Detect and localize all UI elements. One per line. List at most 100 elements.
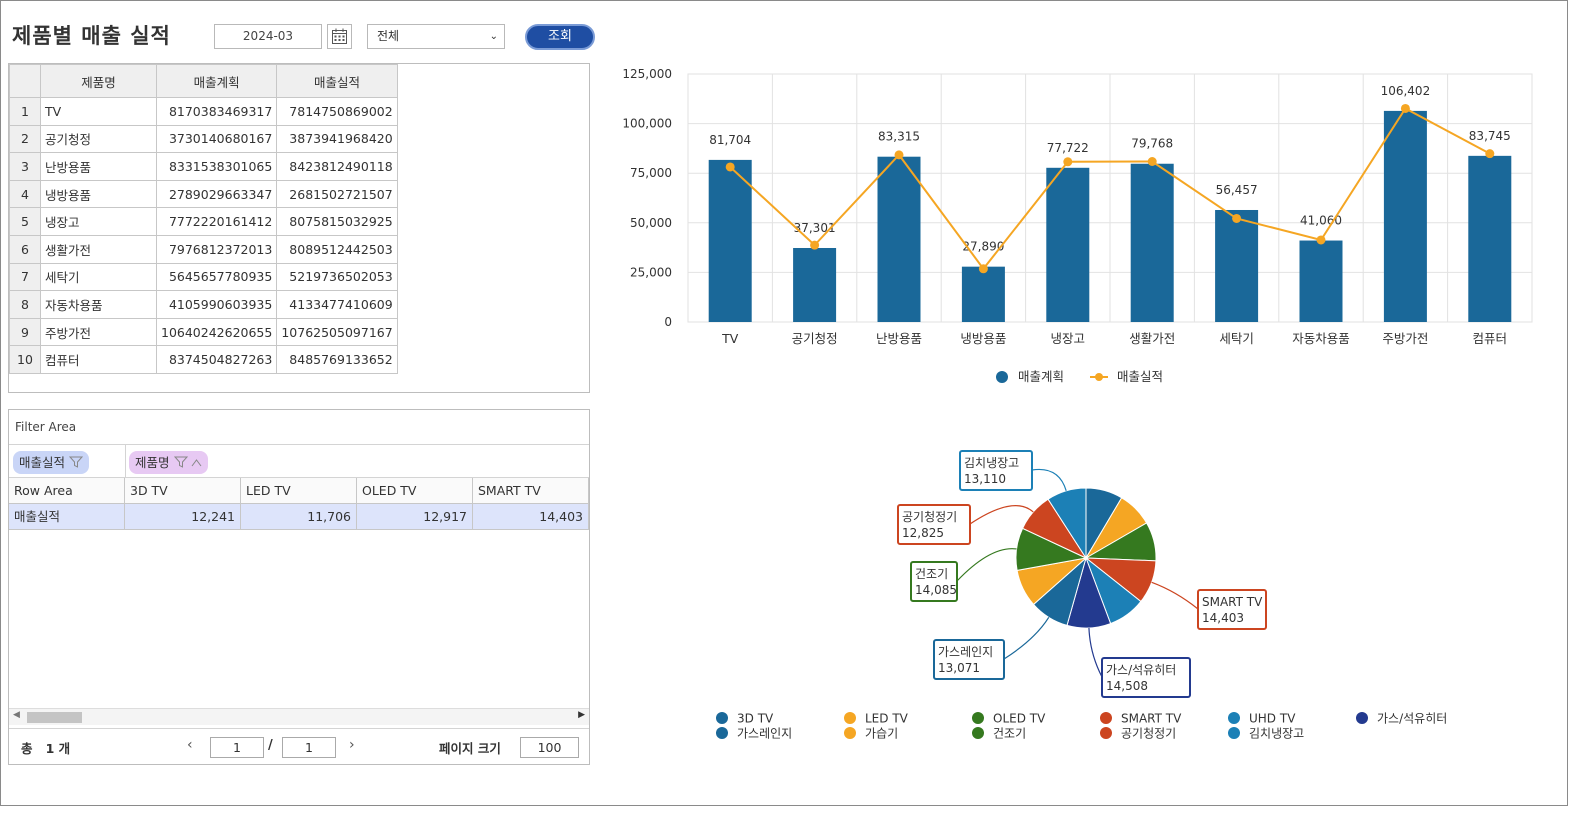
value-field-pill[interactable]: 매출실적: [13, 451, 89, 474]
cell-actual: 3873941968420: [276, 124, 398, 154]
callout-box: [933, 639, 1005, 680]
grid-row[interactable]: 4 냉방용품 2789029663347 2681502721507: [9, 179, 398, 209]
grid-row[interactable]: 8 자동차용품 4105990603935 4133477410609: [9, 290, 398, 319]
product-grid: 제품명 매출계획 매출실적 1 TV 8170383469317 7814750869…: [9, 64, 398, 374]
cell-plan: 7976812372013: [155, 234, 278, 264]
sort-up-icon[interactable]: [191, 458, 202, 468]
filter-icon[interactable]: [68, 456, 84, 468]
prev-page-icon[interactable]: ‹: [187, 737, 193, 753]
legend-label-plan: 매출계획: [1018, 369, 1064, 384]
x-tick-label: 세탁기: [1219, 331, 1254, 346]
callout-value: 14,403: [1202, 611, 1244, 625]
grid-row[interactable]: 9 주방가전 10640242620655 10762505097167: [9, 317, 398, 347]
row-number: 5: [9, 207, 41, 236]
cell-product-name: 냉방용품: [40, 179, 157, 209]
product-pie-chart: SMART TV 14,403 가스/석유히터 14,508 가스레인지 13,071 건조…: [716, 450, 1447, 741]
legend-label: 김치냉장고: [1249, 727, 1304, 741]
category-select[interactable]: 전체 ⌄: [367, 24, 505, 49]
bar-data-label: 37,301: [794, 221, 836, 235]
callout-name: 건조기: [915, 567, 948, 581]
next-page-icon[interactable]: ›: [349, 737, 355, 753]
x-tick-label: 컴퓨터: [1473, 331, 1508, 346]
pivot-column-header[interactable]: LED TV: [241, 478, 357, 504]
x-tick-label: 자동차용품: [1292, 331, 1350, 346]
cell-plan: 3730140680167: [155, 124, 278, 154]
bar-data-label: 79,768: [1131, 137, 1173, 151]
current-page-input[interactable]: 1: [210, 737, 264, 758]
column-header-name[interactable]: 제품명: [40, 64, 157, 98]
cell-product-name: 생활가전: [40, 234, 157, 264]
row-number: 6: [9, 234, 41, 264]
bar-plan: [1046, 167, 1090, 322]
pivot-field-row: 매출실적 제품명: [9, 445, 589, 478]
chevron-down-icon: ⌄: [489, 31, 498, 42]
callout-value: 14,085: [915, 583, 957, 597]
grid-row[interactable]: 2 공기청정 3730140680167 3873941968420: [9, 124, 398, 154]
grid-body: 1 TV 8170383469317 7814750869002 2 공기청정 373014…: [9, 97, 398, 374]
legend-label-actual: 매출실적: [1117, 369, 1163, 384]
grid-row[interactable]: 6 생활가전 7976812372013 8089512442503: [9, 234, 398, 264]
x-tick-label: 공기청정: [792, 331, 838, 346]
product-grid-panel: 제품명 매출계획 매출실적 1 TV 8170383469317 7814750869…: [8, 63, 590, 393]
month-input[interactable]: 2024-03: [214, 24, 322, 49]
total-count-value: 1 개: [45, 741, 71, 756]
legend-marker: [716, 712, 728, 724]
callout-box: [1101, 657, 1191, 698]
legend-marker: [1228, 712, 1240, 724]
column-field-pill[interactable]: 제품명: [129, 451, 209, 474]
line-point: [1232, 213, 1242, 223]
legend-marker: [972, 727, 984, 739]
search-button[interactable]: 조회: [525, 24, 595, 50]
pivot-panel: Filter Area 매출실적 제품명 Row Area 3D TV LED …: [8, 409, 590, 765]
bar-data-label: 106,402: [1381, 84, 1431, 98]
cell-plan: 8170383469317: [155, 97, 278, 126]
legend-label: 가스레인지: [737, 727, 792, 741]
callout-box: [897, 504, 971, 545]
cell-product-name: 냉장고: [40, 207, 157, 236]
callout-leader: [1151, 581, 1199, 610]
cell-product-name: 자동차용품: [40, 290, 157, 319]
scrollbar-thumb[interactable]: [27, 712, 82, 723]
cell-actual: 8485769133652: [276, 345, 398, 374]
pivot-column-header[interactable]: SMART TV: [473, 478, 589, 504]
bar-data-label: 83,315: [878, 130, 920, 144]
bar-plan: [961, 266, 1005, 322]
y-tick-label: 0: [664, 315, 672, 329]
total-prefix: 총: [21, 741, 33, 756]
pivot-header-row: Row Area 3D TV LED TV OLED TV SMART TV: [9, 478, 589, 504]
cell-plan: 8374504827263: [155, 345, 278, 374]
grid-row[interactable]: 10 컴퓨터 8374504827263 8485769133652: [9, 345, 398, 374]
pivot-cell: 11,706: [241, 504, 357, 530]
grid-row[interactable]: 3 난방용품 8331538301065 8423812490118: [9, 152, 398, 181]
grid-row[interactable]: 5 냉장고 7772220161412 8075815032925: [9, 207, 398, 236]
bar-data-label: 27,890: [962, 240, 1004, 254]
calendar-button[interactable]: [327, 24, 352, 49]
pivot-column-header[interactable]: 3D TV: [125, 478, 241, 504]
column-header-actual[interactable]: 매출실적: [276, 64, 398, 98]
scroll-right-icon[interactable]: ▶: [578, 710, 585, 720]
callout-name: 가스레인지: [938, 645, 993, 659]
cell-actual: 2681502721507: [276, 179, 398, 209]
line-point: [1147, 157, 1157, 167]
cell-actual: 4133477410609: [276, 290, 398, 319]
row-number-header: [9, 64, 41, 98]
callout-box: [910, 561, 958, 602]
column-header-plan[interactable]: 매출계획: [155, 64, 278, 98]
horizontal-scrollbar[interactable]: ◀ ▶: [9, 708, 589, 725]
filter-icon[interactable]: [173, 456, 188, 468]
grid-row[interactable]: 1 TV 8170383469317 7814750869002: [9, 97, 398, 126]
page-size-input[interactable]: 100: [520, 737, 579, 758]
pivot-column-header[interactable]: OLED TV: [357, 478, 473, 504]
bar-plan: [1383, 110, 1427, 322]
scroll-left-icon[interactable]: ◀: [13, 710, 20, 720]
callout-box: [959, 450, 1033, 491]
row-number: 2: [9, 124, 41, 154]
grid-row[interactable]: 7 세탁기 5645657780935 5219736502053: [9, 262, 398, 292]
line-point: [1316, 235, 1326, 245]
legend-label: UHD TV: [1249, 712, 1296, 726]
row-number: 1: [9, 97, 41, 126]
cell-plan: 2789029663347: [155, 179, 278, 209]
total-count: 총 1 개: [21, 738, 70, 757]
pivot-row-label: 매출실적: [9, 504, 125, 530]
pivot-data-row: 매출실적 12,241 11,706 12,917 14,403: [9, 504, 589, 530]
